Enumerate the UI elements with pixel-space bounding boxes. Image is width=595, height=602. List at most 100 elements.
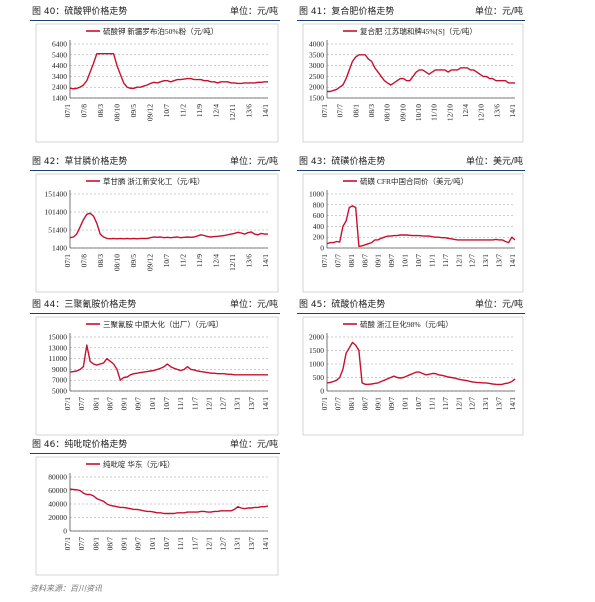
y-tick-label: 1500: [309, 94, 324, 103]
y-tick-label: 1400: [52, 244, 67, 253]
x-tick-label: 12/10: [477, 104, 486, 121]
panel-header: 图 42：草甘膦价格走势 单位：元/吨: [30, 154, 280, 171]
y-tick-label: 2000: [309, 333, 324, 342]
y-tick-label: 3400: [52, 72, 67, 81]
y-tick-label: 800: [313, 200, 325, 209]
x-tick-label: 14/1: [261, 104, 270, 118]
x-tick-label: 12/1: [204, 397, 213, 411]
x-tick-label: 11/7: [190, 537, 199, 550]
unit-label: 单位：美元/吨: [465, 157, 523, 167]
figure-title: 图 40：硫酸钾价格走势: [32, 7, 128, 17]
line-chart: 硫酸 浙江巨化98%（元/吨） 2000 1500 1000 500 007/1 07/7 0…: [302, 316, 524, 436]
x-tick-label: 08/1: [91, 397, 100, 411]
x-tick-label: 07/7: [333, 254, 342, 268]
x-tick-label: 11/7: [190, 397, 199, 410]
y-tick-label: 3500: [309, 50, 324, 59]
x-tick-label: 14/1: [261, 537, 270, 551]
y-tick-label: 2000: [309, 83, 324, 92]
panel-header: 图 44：三聚氰胺价格走势 单位：元/吨: [30, 297, 280, 314]
x-tick-label: 09/7: [134, 397, 143, 411]
x-tick-label: 12/7: [219, 537, 228, 551]
x-tick-label: 12/4: [212, 104, 221, 118]
y-tick-label: 101400: [45, 208, 68, 217]
x-tick-label: 09/5: [129, 254, 138, 268]
y-tick-label: 5000: [52, 387, 67, 396]
x-tick-label: 08/1: [347, 397, 356, 411]
x-tick-label: 11/7: [441, 397, 450, 410]
x-tick-label: 11/10: [430, 104, 439, 121]
y-tick-label: 500: [313, 373, 325, 382]
price-line: [326, 341, 516, 386]
chart-frame: [302, 173, 524, 293]
x-tick-label: 09/12: [146, 254, 155, 271]
x-tick-label: 10/1: [148, 537, 157, 551]
y-tick-label: 1000: [309, 190, 324, 199]
panel-glyphosate: 图 42：草甘膦价格走势 单位：元/吨 草甘膦 浙江新安化工（元/吨） 15140…: [30, 154, 280, 294]
x-tick-label: 09/7: [387, 254, 396, 268]
panel-pyridine: 图 46：纯吡啶价格走势 单位：元/吨 纯吡啶 华东（元/吨） 80000 6000…: [30, 437, 280, 577]
x-tick-label: 07/7: [77, 397, 86, 411]
x-tick-label: 12/7: [219, 397, 228, 411]
y-tick-label: 15000: [48, 333, 67, 342]
x-tick-label: 12/11: [228, 104, 237, 121]
price-line: [326, 205, 516, 248]
y-tick-label: 4000: [309, 40, 324, 49]
chart-frame: [35, 456, 279, 576]
x-tick-label: 11/1: [176, 397, 185, 410]
x-tick-label: 08/3: [96, 104, 105, 118]
x-tick-label: 12/7: [468, 254, 477, 268]
x-tick-label: 07/7: [77, 537, 86, 551]
x-tick-label: 13/1: [233, 537, 242, 551]
x-tick-label: 11/2: [179, 104, 188, 117]
x-tick-label: 07/1: [63, 104, 72, 118]
unit-label: 单位：元/吨: [229, 440, 278, 450]
y-tick-label: 60000: [48, 486, 67, 495]
x-tick-label: 10/1: [401, 397, 410, 411]
x-tick-label: 10/7: [414, 254, 423, 268]
x-tick-label: 12/4: [212, 254, 221, 268]
figure-title: 图 45：硫酸价格走势: [299, 300, 386, 310]
unit-label: 单位：元/吨: [229, 7, 278, 17]
figure-title: 图 46：纯吡啶价格走势: [32, 440, 128, 450]
x-tick-label: 12/7: [468, 397, 477, 411]
x-tick-label: 07/1: [63, 537, 72, 551]
x-tick-label: 07/7: [333, 397, 342, 411]
x-tick-label: 11/1: [427, 397, 436, 410]
figure-title: 图 42：草甘膦价格走势: [32, 157, 128, 167]
x-tick-label: 08/3: [96, 254, 105, 268]
legend-label: 硫酸钾 新疆罗布泊50%粉（元/吨）: [103, 26, 218, 36]
chart-frame: [302, 316, 524, 436]
x-tick-label: 10/7: [162, 537, 171, 551]
unit-label: 单位：元/吨: [474, 7, 523, 17]
figure-title: 图 43：硫磺价格走势: [299, 157, 386, 167]
x-tick-label: 13/7: [247, 397, 256, 411]
price-line: [327, 54, 515, 93]
x-tick-label: 09/10: [398, 104, 407, 121]
x-tick-label: 13/6: [492, 104, 501, 118]
x-tick-label: 14/1: [508, 104, 517, 118]
x-tick-label: 09/1: [120, 537, 129, 551]
y-tick-label: 1500: [309, 346, 324, 355]
x-tick-label: 11/1: [176, 537, 185, 550]
y-tick-label: 13000: [48, 343, 67, 352]
panel-compound-fertilizer: 图 41：复合肥价格走势 单位：元/吨 复合肥 江苏瑞和牌45%[S]（元/吨）…: [297, 4, 525, 144]
x-tick-label: 10/1: [148, 397, 157, 411]
x-tick-label: 08/10: [383, 104, 392, 121]
line-chart: 纯吡啶 华东（元/吨） 80000 60000 40000 20000 007/1 07/7…: [35, 456, 279, 576]
figure-title: 图 41：复合肥价格走势: [299, 7, 395, 17]
price-line: [69, 212, 268, 240]
legend-label: 硫酸 浙江巨化98%（元/吨）: [360, 319, 453, 329]
chart-frame: [35, 23, 279, 143]
chart-frame: [35, 173, 279, 293]
x-tick-label: 12/1: [454, 397, 463, 411]
y-tick-label: 1400: [52, 94, 67, 103]
x-tick-label: 10/10: [414, 104, 423, 121]
x-tick-label: 09/1: [374, 397, 383, 411]
y-tick-label: 7000: [52, 376, 67, 385]
x-tick-label: 10/7: [162, 104, 171, 118]
x-tick-label: 14/1: [508, 254, 517, 268]
y-tick-label: 3000: [309, 61, 324, 70]
unit-label: 单位：元/吨: [474, 300, 523, 310]
x-tick-label: 13/6: [245, 104, 254, 118]
